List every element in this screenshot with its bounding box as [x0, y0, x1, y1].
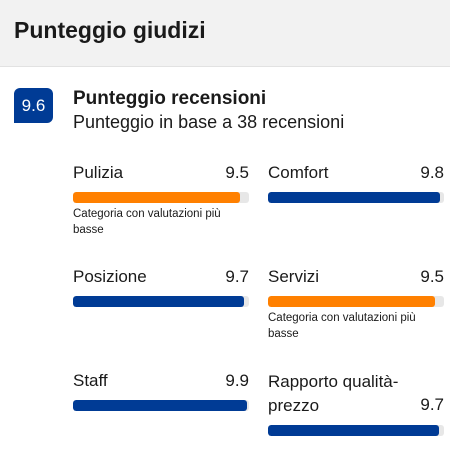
score-bar-fill — [73, 296, 244, 307]
category-label: Servizi — [268, 267, 320, 286]
category-score: 9.5 — [420, 267, 444, 286]
page-header: Punteggio giudizi — [0, 0, 450, 67]
review-score-title: Punteggio recensioni — [73, 88, 267, 109]
score-bar — [73, 400, 249, 411]
score-bar — [268, 296, 444, 307]
review-count-subtitle: Punteggio in base a 38 recensioni — [73, 112, 345, 132]
score-bar — [268, 425, 444, 436]
overall-score-badge: 9.6 — [14, 88, 53, 123]
score-bar-fill — [73, 192, 241, 203]
page-title: Punteggio giudizi — [14, 17, 206, 43]
lowest-category-note: Categoria con valutazioni più basse — [73, 208, 221, 236]
category-score: 9.7 — [420, 395, 444, 414]
score-bar-fill — [268, 425, 439, 436]
category-label: Staff — [73, 371, 108, 390]
category-label: Comfort — [268, 163, 329, 182]
category-score: 9.8 — [420, 163, 444, 182]
category-label: Rapporto qualità-prezzo — [268, 372, 399, 415]
score-bar-fill — [268, 192, 441, 203]
category-score: 9.9 — [225, 371, 249, 390]
category-label: Pulizia — [73, 163, 124, 182]
score-bar-fill — [268, 296, 436, 307]
score-bar — [268, 192, 444, 203]
category-label: Posizione — [73, 267, 147, 286]
lowest-category-note: Categoria con valutazioni più basse — [268, 312, 416, 340]
score-bar-fill — [73, 400, 248, 411]
score-bar — [73, 192, 249, 203]
score-bar — [73, 296, 249, 307]
category-score: 9.7 — [225, 267, 249, 286]
category-score: 9.5 — [225, 163, 249, 182]
